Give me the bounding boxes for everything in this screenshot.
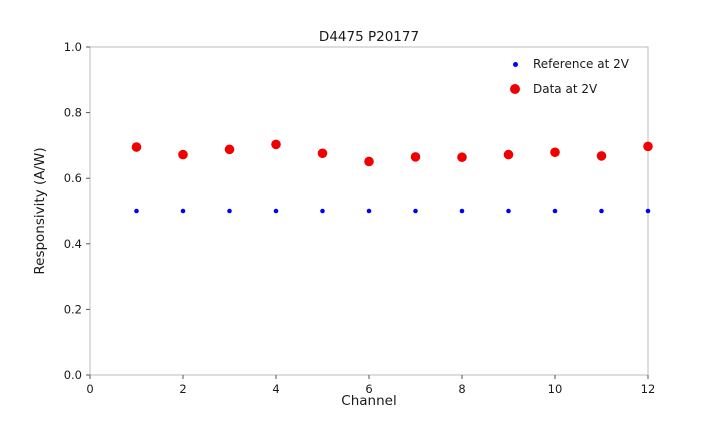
chart-title: D4475 P20177 [318,29,420,45]
x-tick-label: 12 [641,382,656,396]
x-tick-label: 10 [548,382,563,396]
point-data [364,156,374,167]
x-tick-label: 8 [458,382,465,396]
point-data [271,139,281,150]
legend-label-data: Data at 2V [533,82,598,96]
y-tick-label: 0.6 [64,171,82,185]
point-data [503,149,514,160]
point-data [550,147,560,158]
point-data [131,142,142,152]
y-tick-label: 0.8 [64,106,82,120]
point-data [457,152,467,163]
point-reference [459,208,465,214]
point-reference [599,208,604,214]
point-reference [645,208,651,214]
point-reference [227,208,232,214]
point-data [317,148,328,159]
point-reference [413,208,418,214]
x-tick-label: 0 [86,382,93,396]
y-tick-label: 0.4 [64,237,82,251]
point-reference [320,208,325,214]
point-data [596,151,607,161]
legend-item-reference: Reference at 2V [503,53,629,75]
blue-dot-icon [512,61,518,67]
y-tick-label: 1.0 [64,40,82,54]
x-tick-label: 6 [365,382,372,396]
x-axis-label: Channel [341,393,397,409]
legend-item-data: Data at 2V [503,78,629,100]
y-tick-label: 0.2 [64,302,82,316]
legend: Reference at 2V Data at 2V [503,53,629,100]
point-reference [180,208,186,214]
point-reference [366,208,372,214]
point-data [410,152,421,162]
y-tick-label: 0.0 [64,368,82,382]
point-data [643,141,653,152]
point-reference [552,208,558,214]
point-reference [134,208,139,214]
point-reference [273,208,279,214]
point-reference [506,208,511,214]
x-tick-label: 4 [272,382,279,396]
red-dot-icon [510,84,520,94]
reference-marker-icon [503,61,527,67]
y-axis-label: Responsivity (A/W) [32,147,48,275]
legend-label-reference: Reference at 2V [533,57,629,71]
point-data [224,144,235,155]
x-tick-label: 2 [179,382,186,396]
point-data [178,149,188,160]
data-marker-icon [503,84,527,94]
